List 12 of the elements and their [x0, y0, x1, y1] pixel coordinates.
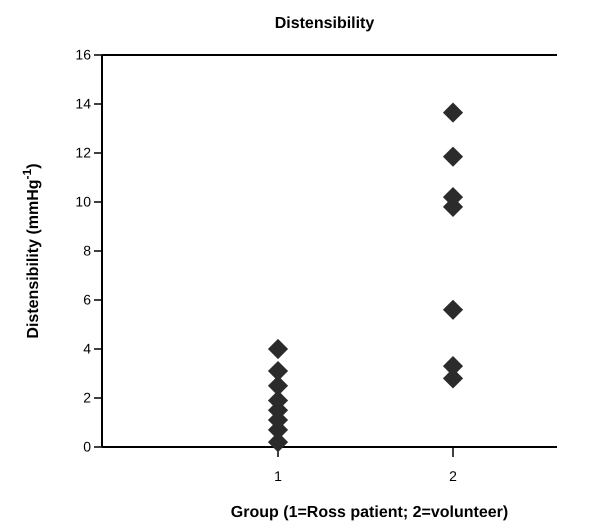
- x-tick-label: 1: [274, 468, 282, 484]
- x-axis-title: Group (1=Ross patient; 2=volunteer): [230, 504, 508, 521]
- y-tick-label: 16: [75, 46, 92, 62]
- y-tick-label: 12: [75, 144, 92, 160]
- y-tick-label: 14: [75, 95, 92, 112]
- y-tick-label: 0: [83, 438, 92, 454]
- y-tick-label: 10: [75, 193, 92, 210]
- y-tick-label: 4: [83, 340, 92, 356]
- y-tick-label: 2: [83, 389, 92, 406]
- y-tick-label: 6: [83, 291, 92, 308]
- y-tick-label: 8: [83, 242, 92, 258]
- chart-title: Distensibility: [274, 15, 374, 32]
